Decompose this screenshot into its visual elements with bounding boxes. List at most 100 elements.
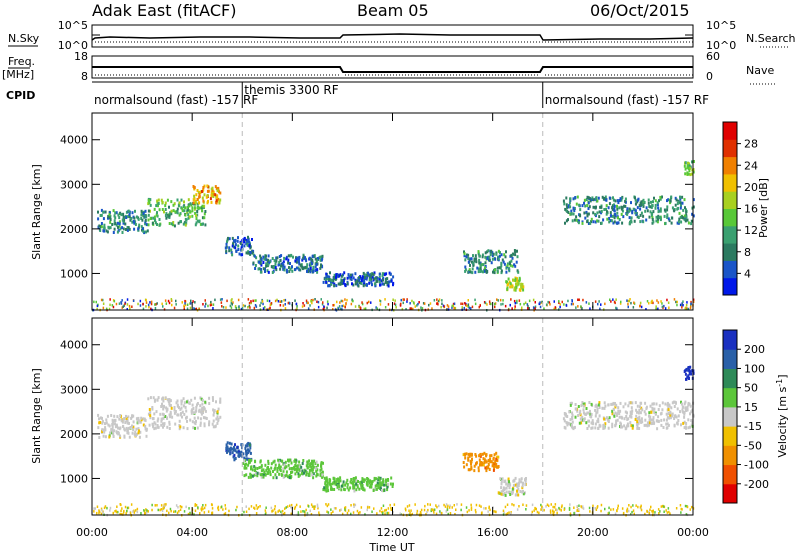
echo-cell	[260, 263, 263, 267]
echo-cell	[140, 217, 143, 220]
colorbar-swatch	[723, 122, 737, 140]
echo-cell	[319, 258, 322, 262]
echo-cell	[688, 372, 691, 376]
echo-cell	[621, 425, 623, 429]
echo-cell	[176, 198, 179, 202]
echo-cell	[485, 269, 488, 273]
echo-cell	[482, 463, 485, 467]
echo-cell	[618, 199, 621, 202]
ground-scatter-cell	[226, 299, 228, 303]
echo-cell	[212, 419, 215, 423]
echo-cell	[370, 274, 373, 278]
echo-cell	[151, 406, 154, 409]
ground-scatter-cell	[145, 301, 148, 304]
echo-cell	[108, 435, 111, 439]
echo-cell	[282, 264, 285, 267]
echo-cell	[247, 448, 249, 452]
ground-scatter-cell	[145, 511, 148, 514]
ground-scatter-cell	[386, 511, 388, 515]
echo-cell	[336, 485, 339, 489]
echo-cell	[687, 366, 690, 369]
echo-cell	[383, 483, 386, 487]
echo-cell	[202, 186, 205, 189]
echo-cell	[371, 275, 374, 279]
ground-scatter-cell	[297, 511, 300, 514]
echo-cell	[202, 408, 205, 411]
echo-cell	[621, 209, 624, 213]
echo-cell	[197, 201, 200, 205]
ground-scatter-cell	[420, 508, 423, 512]
echo-cell	[594, 422, 597, 426]
echo-cell	[610, 214, 612, 218]
echo-cell	[524, 483, 527, 487]
ground-scatter-cell	[578, 509, 580, 512]
ground-scatter-cell	[633, 301, 635, 304]
ground-scatter-cell	[392, 298, 394, 301]
echo-cell	[354, 477, 357, 481]
echo-cell	[306, 462, 309, 466]
echo-cell	[321, 470, 324, 474]
echo-cell	[618, 218, 621, 221]
noise-left-tick-bottom: 10^0	[58, 39, 88, 52]
echo-cell	[310, 468, 312, 472]
ground-scatter-cell	[248, 507, 250, 511]
echo-cell	[465, 255, 468, 259]
echo-cell	[228, 246, 231, 250]
echo-cell	[677, 200, 680, 204]
ground-scatter-cell	[333, 507, 336, 510]
ground-scatter-cell	[655, 305, 657, 308]
echo-cell	[584, 204, 587, 208]
ground-scatter-cell	[120, 302, 123, 305]
echo-cell	[234, 457, 237, 460]
x-tick-label: 04:00	[176, 526, 208, 539]
echo-cell	[468, 468, 471, 472]
echo-cell	[295, 470, 298, 473]
echo-cell	[572, 197, 575, 201]
ground-scatter-cell	[453, 504, 455, 507]
ground-scatter-cell	[173, 510, 175, 513]
echo-cell	[267, 462, 270, 465]
echo-cell	[513, 263, 516, 267]
echo-cell	[320, 465, 323, 468]
echo-cell	[215, 187, 218, 191]
ground-scatter-cell	[344, 506, 346, 510]
echo-cell	[147, 199, 150, 202]
echo-cell	[169, 404, 172, 407]
echo-cell	[365, 277, 368, 281]
echo-cell	[367, 477, 370, 481]
ground-scatter-cell	[245, 505, 247, 508]
echo-cell	[463, 252, 466, 256]
ground-scatter-cell	[288, 302, 291, 305]
echo-cell	[377, 478, 380, 481]
ground-scatter-cell	[446, 304, 449, 307]
echo-cell	[335, 275, 337, 279]
echo-cell	[464, 258, 467, 262]
echo-cell	[319, 266, 322, 270]
ground-scatter-cell	[553, 506, 556, 509]
echo-cell	[168, 401, 171, 405]
echo-cell	[215, 417, 218, 421]
echo-cell	[604, 404, 607, 408]
ground-scatter-cell	[585, 301, 588, 304]
echo-cell	[294, 472, 297, 476]
echo-cell	[578, 421, 581, 425]
echo-cell	[181, 207, 184, 211]
echo-cell	[151, 417, 154, 421]
echo-cell	[473, 469, 476, 473]
echo-cell	[201, 402, 204, 406]
echo-cell	[649, 415, 652, 419]
ground-scatter-cell	[98, 509, 100, 512]
ground-scatter-cell	[510, 512, 512, 515]
ground-scatter-cell	[392, 511, 394, 514]
echo-cell	[198, 195, 201, 199]
ground-scatter-cell	[341, 299, 344, 303]
echo-cell	[686, 406, 688, 410]
echo-cell	[470, 460, 473, 464]
echo-cell	[199, 206, 202, 210]
echo-cell	[381, 274, 384, 278]
echo-cell	[275, 259, 278, 263]
ground-scatter-cell	[194, 503, 197, 506]
ground-scatter-cell	[253, 306, 256, 310]
ground-scatter-cell	[175, 299, 177, 303]
echo-cell	[182, 426, 185, 430]
